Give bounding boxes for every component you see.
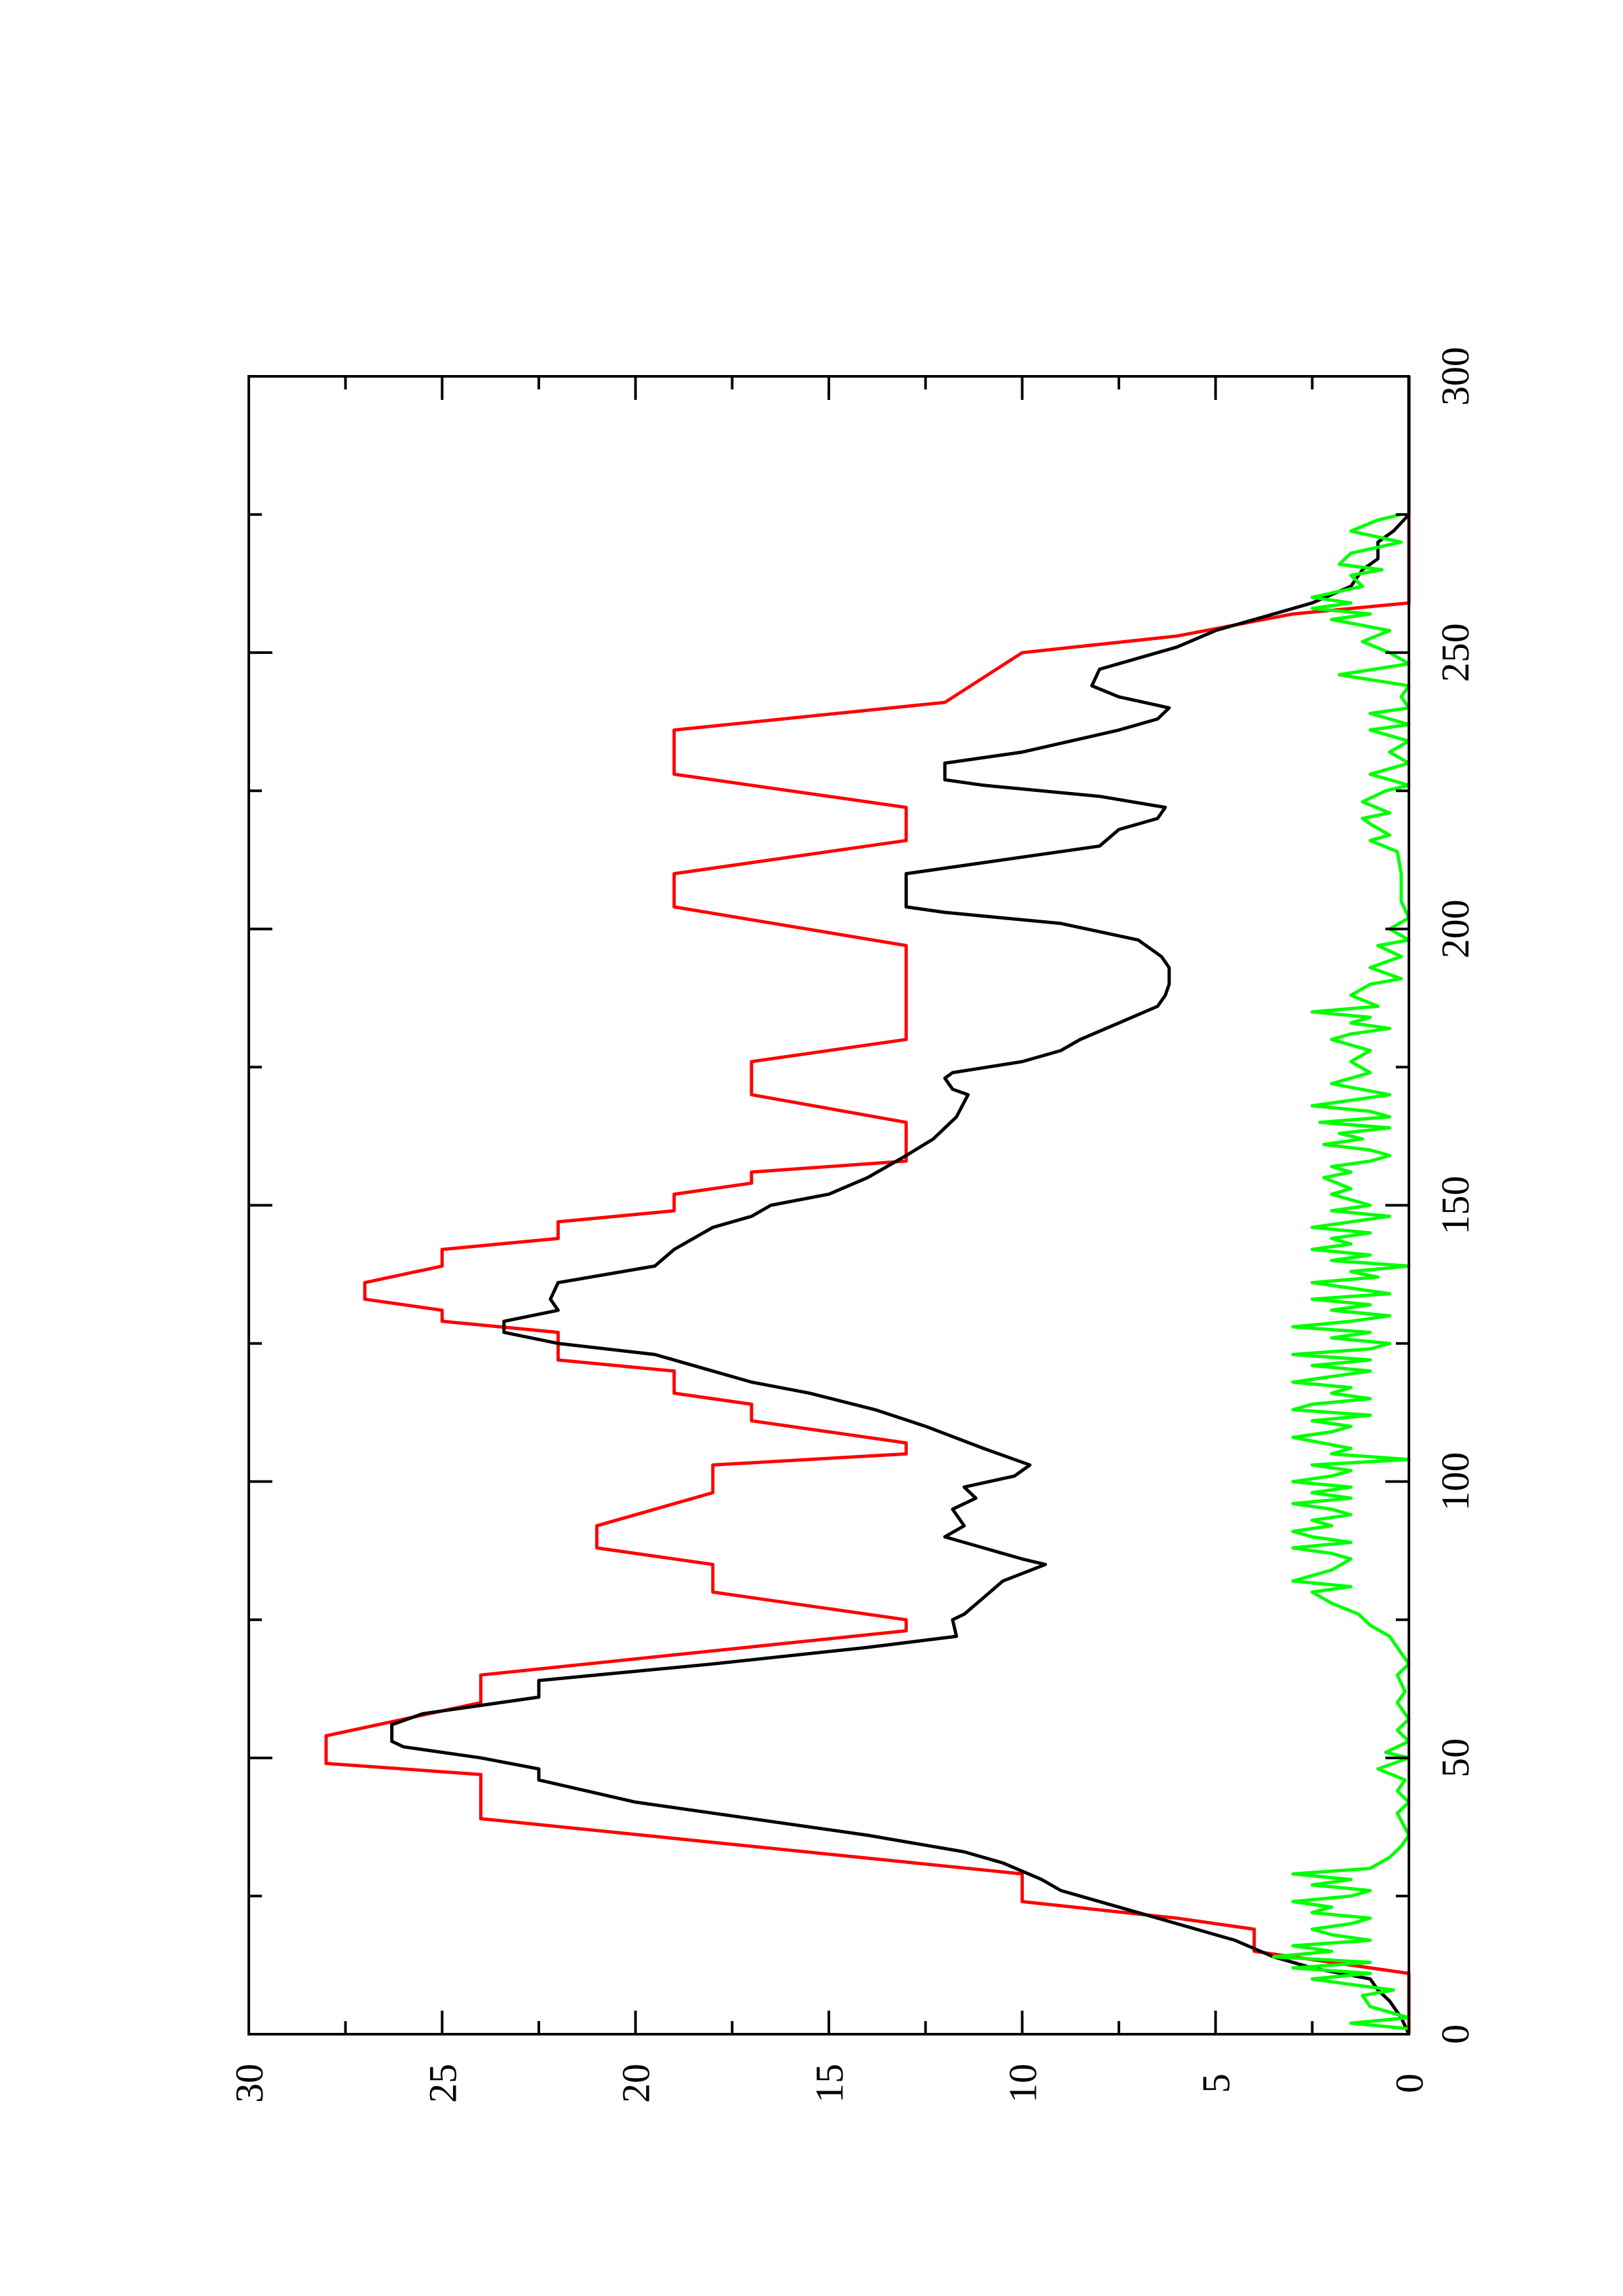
x-axis-ticks: 0 50 100 150 200 250 300 (249, 347, 1477, 2044)
series-line-1 (390, 376, 1411, 2036)
y-tick-label: 20 (615, 2064, 658, 2103)
y-tick-label: 0 (1388, 2073, 1431, 2093)
series-line-0 (324, 376, 1411, 2034)
x-tick-label: 0 (1434, 2024, 1477, 2044)
y-tick-label: 5 (1195, 2073, 1238, 2093)
x-tick-label: 100 (1434, 1452, 1477, 1511)
x-tick-label: 300 (1434, 347, 1477, 406)
plot-area (324, 376, 1411, 2036)
y-tick-label: 15 (808, 2064, 851, 2103)
x-tick-label: 50 (1434, 1738, 1477, 1778)
y-tick-label: 10 (1001, 2064, 1044, 2103)
y-tick-label: 25 (421, 2064, 464, 2103)
y-axis-ticks: 0 5 10 15 20 25 30 (228, 376, 1431, 2103)
x-tick-label: 200 (1434, 899, 1477, 958)
x-tick-label: 150 (1434, 1176, 1477, 1235)
y-tick-label: 30 (228, 2064, 271, 2103)
x-tick-label: 250 (1434, 623, 1477, 682)
series-layer (324, 376, 1411, 2036)
series-line-2 (1271, 512, 1411, 2031)
